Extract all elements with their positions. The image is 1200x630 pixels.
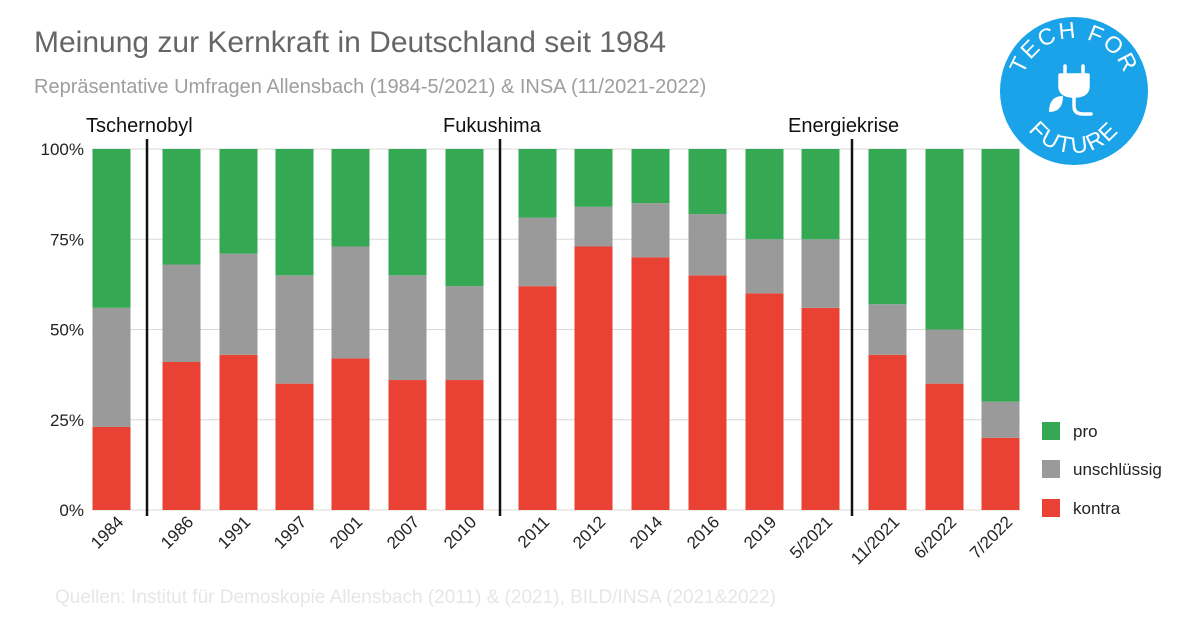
legend-label: kontra — [1073, 499, 1121, 518]
bar-kontra — [518, 286, 557, 510]
bar-unschlssig — [868, 304, 907, 355]
x-tick-label: 2001 — [326, 512, 366, 552]
bar-unschlssig — [388, 275, 427, 381]
y-tick-label: 25% — [50, 411, 84, 430]
bar-pro — [162, 149, 201, 265]
x-tick-label: 1984 — [87, 512, 127, 552]
bar-unschlssig — [275, 275, 314, 384]
x-tick-label: 2007 — [383, 512, 423, 552]
legend-swatch — [1042, 460, 1060, 478]
bar-unschlssig — [445, 286, 484, 381]
bar-unschlssig — [331, 246, 370, 359]
bar-pro — [219, 149, 258, 254]
bar-unschlssig — [925, 329, 964, 384]
legend-swatch — [1042, 422, 1060, 440]
y-tick-label: 75% — [50, 230, 84, 249]
bar-kontra — [688, 275, 727, 510]
bar-pro — [868, 149, 907, 305]
tech-for-future-logo: TECH FOR FUTURE — [1000, 16, 1148, 165]
event-label: Energiekrise — [788, 115, 899, 137]
x-tick-label: 1986 — [157, 512, 197, 552]
bar-pro — [518, 149, 557, 218]
bar-kontra — [92, 426, 131, 510]
bar-kontra — [445, 380, 484, 510]
bar-unschlssig — [981, 401, 1020, 438]
bar-kontra — [981, 437, 1020, 510]
x-tick-label: 6/2022 — [910, 512, 960, 562]
x-tick-label: 7/2022 — [966, 512, 1016, 562]
bar-unschlssig — [92, 307, 131, 427]
x-tick-label: 2014 — [626, 512, 666, 552]
bar-kontra — [631, 257, 670, 510]
bar-pro — [801, 149, 840, 240]
bar-kontra — [925, 383, 964, 510]
y-axis-ticks: 0% 25% 50% 75% 100% — [41, 140, 84, 520]
bars — [92, 149, 1020, 510]
y-tick-label: 100% — [41, 140, 84, 159]
bar-unschlssig — [745, 239, 784, 294]
x-tick-label: 5/2021 — [786, 512, 836, 562]
x-tick-label: 2011 — [514, 512, 553, 551]
bar-pro — [388, 149, 427, 276]
legend-label: pro — [1073, 422, 1098, 441]
bar-unschlssig — [574, 206, 613, 247]
bar-kontra — [331, 358, 370, 510]
y-tick-label: 0% — [59, 501, 84, 520]
bar-unschlssig — [219, 253, 258, 355]
bar-unschlssig — [518, 217, 557, 287]
plug-leaf-icon — [1049, 64, 1093, 116]
bar-pro — [445, 149, 484, 287]
bar-kontra — [219, 354, 258, 510]
chart-title: Meinung zur Kernkraft in Deutschland sei… — [34, 26, 667, 59]
bar-kontra — [162, 361, 201, 510]
bar-unschlssig — [162, 264, 201, 362]
bar-pro — [275, 149, 314, 276]
chart-subtitle: Repräsentative Umfragen Allensbach (1984… — [34, 76, 707, 98]
x-tick-label: 2019 — [740, 512, 780, 552]
bar-unschlssig — [631, 203, 670, 258]
bar-kontra — [745, 293, 784, 510]
x-axis-ticks: 1984 1986 1991 1997 2001 2007 2010 2011 2012 2014… — [87, 512, 1016, 568]
bar-pro — [574, 149, 613, 207]
event-label: Tschernobyl — [86, 115, 193, 137]
x-tick-label: 2016 — [683, 512, 723, 552]
legend-swatch — [1042, 499, 1060, 517]
event-dividers: Tschernobyl Fukushima Energiekrise — [86, 115, 899, 516]
bar-pro — [981, 149, 1020, 402]
bar-kontra — [275, 383, 314, 510]
bar-kontra — [868, 354, 907, 510]
x-tick-label: 2012 — [569, 512, 609, 552]
bar-pro — [745, 149, 784, 240]
x-tick-label: 2010 — [440, 512, 480, 552]
x-tick-label: 11/2021 — [847, 512, 903, 568]
bar-kontra — [388, 380, 427, 510]
x-tick-label: 1997 — [270, 512, 310, 552]
bar-kontra — [574, 246, 613, 510]
y-tick-label: 50% — [50, 321, 84, 340]
legend-label: unschlüssig — [1073, 460, 1162, 479]
event-label: Fukushima — [443, 115, 542, 137]
bar-unschlssig — [688, 213, 727, 276]
legend: pro unschlüssig kontra — [1042, 422, 1162, 518]
x-tick-label: 1991 — [214, 512, 254, 552]
bar-pro — [331, 149, 370, 247]
bar-pro — [631, 149, 670, 204]
bar-kontra — [801, 307, 840, 510]
bar-pro — [688, 149, 727, 214]
bar-unschlssig — [801, 239, 840, 308]
bar-pro — [92, 149, 131, 308]
bar-pro — [925, 149, 964, 330]
source-note: Quellen: Institut für Demoskopie Allensb… — [55, 587, 776, 608]
